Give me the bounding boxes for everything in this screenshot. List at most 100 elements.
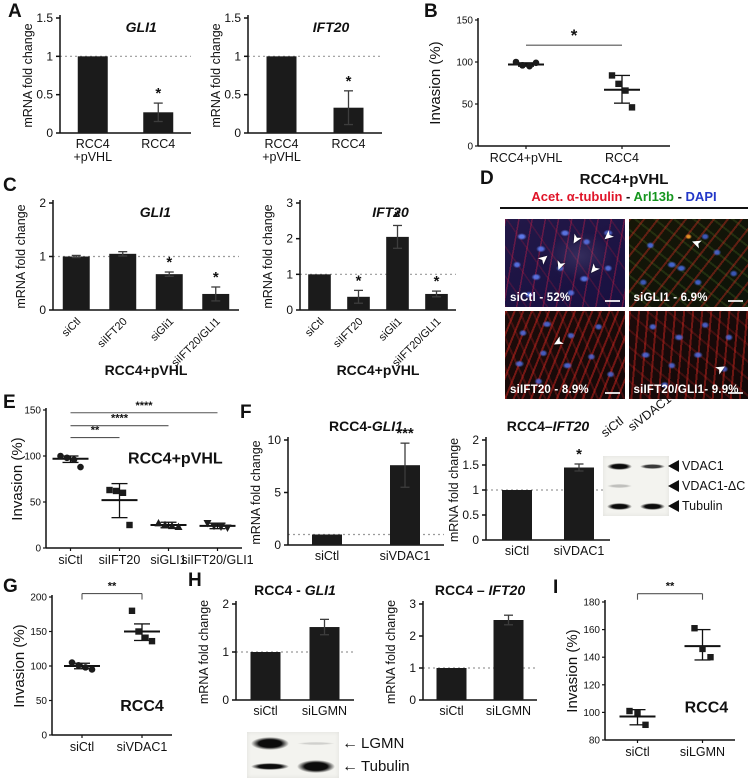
blot-band-row [247, 755, 339, 778]
svg-text:+pVHL: +pVHL [73, 150, 112, 164]
svg-text:RCC4: RCC4 [264, 137, 298, 151]
svg-text:0: 0 [41, 731, 47, 742]
svg-text:200: 200 [30, 593, 47, 604]
panel-d-legend: Acet. α-tubulin - Arl13b - DAPI [500, 189, 748, 209]
svg-text:150: 150 [456, 16, 473, 27]
svg-text:0: 0 [467, 142, 473, 153]
svg-text:siVDAC1: siVDAC1 [554, 544, 605, 558]
image-label: siGLI1 - 6.9% [633, 292, 708, 304]
blot-band-label-vdac1-dc: VDAC1-ΔC [682, 479, 746, 493]
svg-text:0: 0 [234, 126, 241, 140]
microscopy-image-sictl: ➤ ➤ ➤ ➤ ➤ siCtl - 52% [505, 219, 625, 307]
svg-text:100: 100 [456, 58, 473, 69]
svg-text:mRNA fold change: mRNA fold change [261, 204, 275, 308]
svg-text:GLI1: GLI1 [140, 204, 171, 220]
svg-text:siCtl: siCtl [625, 745, 649, 759]
svg-text:siLGMN: siLGMN [302, 704, 347, 718]
western-blot-vdac1 [603, 456, 669, 516]
arrowhead-icon: ➤ [566, 231, 586, 249]
svg-text:+pVHL: +pVHL [262, 150, 301, 164]
svg-text:80: 80 [589, 736, 601, 747]
panel-d-title: RCC4+pVHL [579, 171, 669, 188]
svg-text:0: 0 [35, 544, 41, 555]
svg-text:1: 1 [286, 267, 293, 281]
svg-text:RCC4+pVHL: RCC4+pVHL [105, 362, 188, 378]
svg-text:2: 2 [39, 196, 46, 210]
svg-text:RCC4: RCC4 [331, 137, 365, 151]
microscopy-image-siift20-gli1: ➤ siIFT20/GLI1- 9.9% [628, 311, 748, 399]
legend-item: DAPI [685, 189, 717, 204]
svg-text:siCtl: siCtl [58, 553, 82, 567]
bar-chart-ift20-sirna: 0 1 2 3 mRNA fold change siCtl * siIFT20 * siGli1… [261, 195, 462, 380]
left-arrow-icon: ← [342, 735, 358, 752]
svg-text:RCC4: RCC4 [685, 699, 729, 716]
svg-text:3: 3 [286, 196, 293, 210]
blot-band [607, 502, 632, 510]
arrowhead-icon: ➤ [711, 359, 729, 378]
svg-text:siGli1: siGli1 [148, 316, 176, 344]
svg-text:GLI1: GLI1 [126, 19, 157, 35]
svg-text:**: ** [91, 425, 100, 437]
svg-text:siIFT20: siIFT20 [99, 553, 141, 567]
svg-text:0: 0 [222, 693, 229, 707]
svg-text:siCtl: siCtl [439, 704, 463, 718]
svg-text:0: 0 [409, 693, 416, 707]
svg-text:****: **** [135, 400, 153, 412]
blot-band [640, 463, 665, 469]
arrowhead-icon: ➤ [599, 226, 618, 246]
svg-text:*: * [571, 26, 578, 45]
blot-band-label-lgmn: LGMN [361, 735, 405, 752]
scale-bar [604, 392, 620, 394]
svg-text:160: 160 [583, 625, 600, 636]
svg-text:100: 100 [583, 708, 600, 719]
panel-label-b: B [424, 1, 438, 22]
svg-text:mRNA fold change: mRNA fold change [209, 23, 223, 127]
panel-label-c: C [3, 175, 17, 196]
arrowhead-icon: ➤ [584, 260, 604, 279]
image-label: siIFT20/GLI1- 9.9% [633, 384, 739, 396]
svg-text:100: 100 [24, 452, 41, 463]
svg-text:150: 150 [24, 406, 41, 417]
svg-text:50: 50 [36, 696, 48, 707]
svg-text:siIFT20/GLI1: siIFT20/GLI1 [181, 553, 253, 567]
svg-text:2: 2 [222, 597, 229, 611]
svg-text:RCC4-GLI1: RCC4-GLI1 [329, 418, 403, 434]
svg-text:*: * [434, 273, 440, 290]
svg-text:RCC4+pVHL: RCC4+pVHL [337, 362, 420, 378]
svg-text:5: 5 [274, 486, 281, 500]
svg-text:siGLI1: siGLI1 [150, 553, 186, 567]
blot-band [297, 742, 335, 745]
svg-text:1.5: 1.5 [224, 11, 241, 25]
arrowhead-icon: ➤ [688, 234, 704, 253]
svg-text:***: *** [396, 425, 414, 442]
legend-separator: - [622, 189, 634, 204]
svg-text:siCtl: siCtl [70, 740, 94, 754]
blot-band-row [603, 476, 669, 496]
bar-chart-gli1-rcc4: 0 0.5 1 1.5 mRNA fold change RCC4 +pVHL * RCC4 GL… [21, 10, 197, 165]
svg-text:0.5: 0.5 [224, 88, 241, 102]
svg-text:Invasion (%): Invasion (%) [9, 437, 26, 520]
svg-text:*: * [356, 272, 362, 289]
blot-band [297, 760, 335, 773]
microscopy-image-sigli1: ➤ siGLI1 - 6.9% [628, 219, 748, 307]
blot-band [607, 462, 632, 470]
panel-label-h: H [188, 570, 202, 591]
svg-text:RCC4+pVHL: RCC4+pVHL [490, 151, 563, 165]
scatter-invasion-rcc4: 0 50 100 150 Invasion (%) RCC4+pVHL RCC4 * [427, 8, 678, 168]
bar-chart-ift20-silgmn: 0 1 2 3 mRNA fold change siCtl siLGMN RCC4 – IF… [384, 582, 543, 718]
svg-text:IFT20: IFT20 [372, 204, 409, 220]
arrowhead-icon: ➤ [551, 258, 570, 274]
svg-text:siLGMN: siLGMN [680, 745, 725, 759]
svg-text:RCC4: RCC4 [120, 698, 164, 715]
svg-text:siCtl: siCtl [315, 549, 339, 563]
arrowhead-left-icon [668, 500, 679, 512]
svg-text:Invasion (%): Invasion (%) [427, 41, 444, 124]
bar-chart-gli1-silgmn: 0 1 2 mRNA fold change siCtl siLGMN RCC4 - GLI… [197, 582, 360, 718]
svg-text:0: 0 [46, 126, 53, 140]
svg-text:*: * [213, 269, 219, 286]
blot-band [640, 502, 665, 510]
svg-text:RCC4+pVHL: RCC4+pVHL [128, 450, 223, 467]
legend-item: Arl13b [633, 189, 674, 204]
svg-text:RCC4 – IFT20: RCC4 – IFT20 [435, 582, 525, 598]
